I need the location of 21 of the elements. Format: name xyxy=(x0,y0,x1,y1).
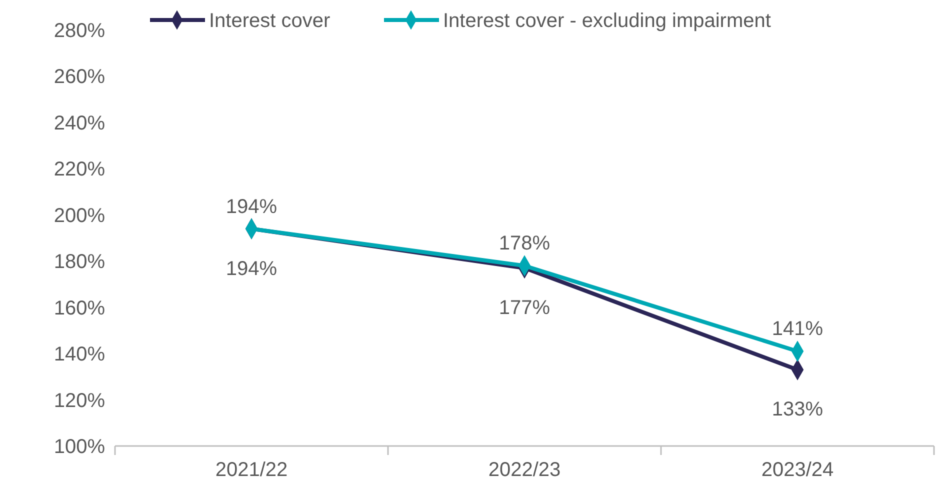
legend-label: Interest cover xyxy=(209,10,330,32)
y-tick-label: 160% xyxy=(54,297,106,320)
y-tick-label: 180% xyxy=(54,251,106,274)
x-tick-label: 2023/24 xyxy=(761,459,834,481)
y-tick-label: 100% xyxy=(54,436,106,458)
y-tick-label: 220% xyxy=(54,158,106,181)
data-label: 133% xyxy=(772,398,824,421)
data-label: 194% xyxy=(226,258,278,280)
x-tick-label: 2021/22 xyxy=(215,459,288,481)
y-tick-label: 240% xyxy=(54,112,106,134)
y-tick-label: 120% xyxy=(54,390,106,412)
y-tick-label: 280% xyxy=(54,20,106,42)
data-label: 178% xyxy=(498,232,550,255)
data-label: 194% xyxy=(226,196,278,218)
y-tick-label: 260% xyxy=(54,66,106,88)
data-label: 177% xyxy=(498,297,550,320)
y-tick-label: 140% xyxy=(54,344,106,366)
x-tick-label: 2022/23 xyxy=(488,459,561,481)
data-label: 141% xyxy=(772,318,824,340)
legend-label: Interest cover - excluding impairment xyxy=(443,10,772,32)
y-tick-label: 200% xyxy=(54,204,106,227)
